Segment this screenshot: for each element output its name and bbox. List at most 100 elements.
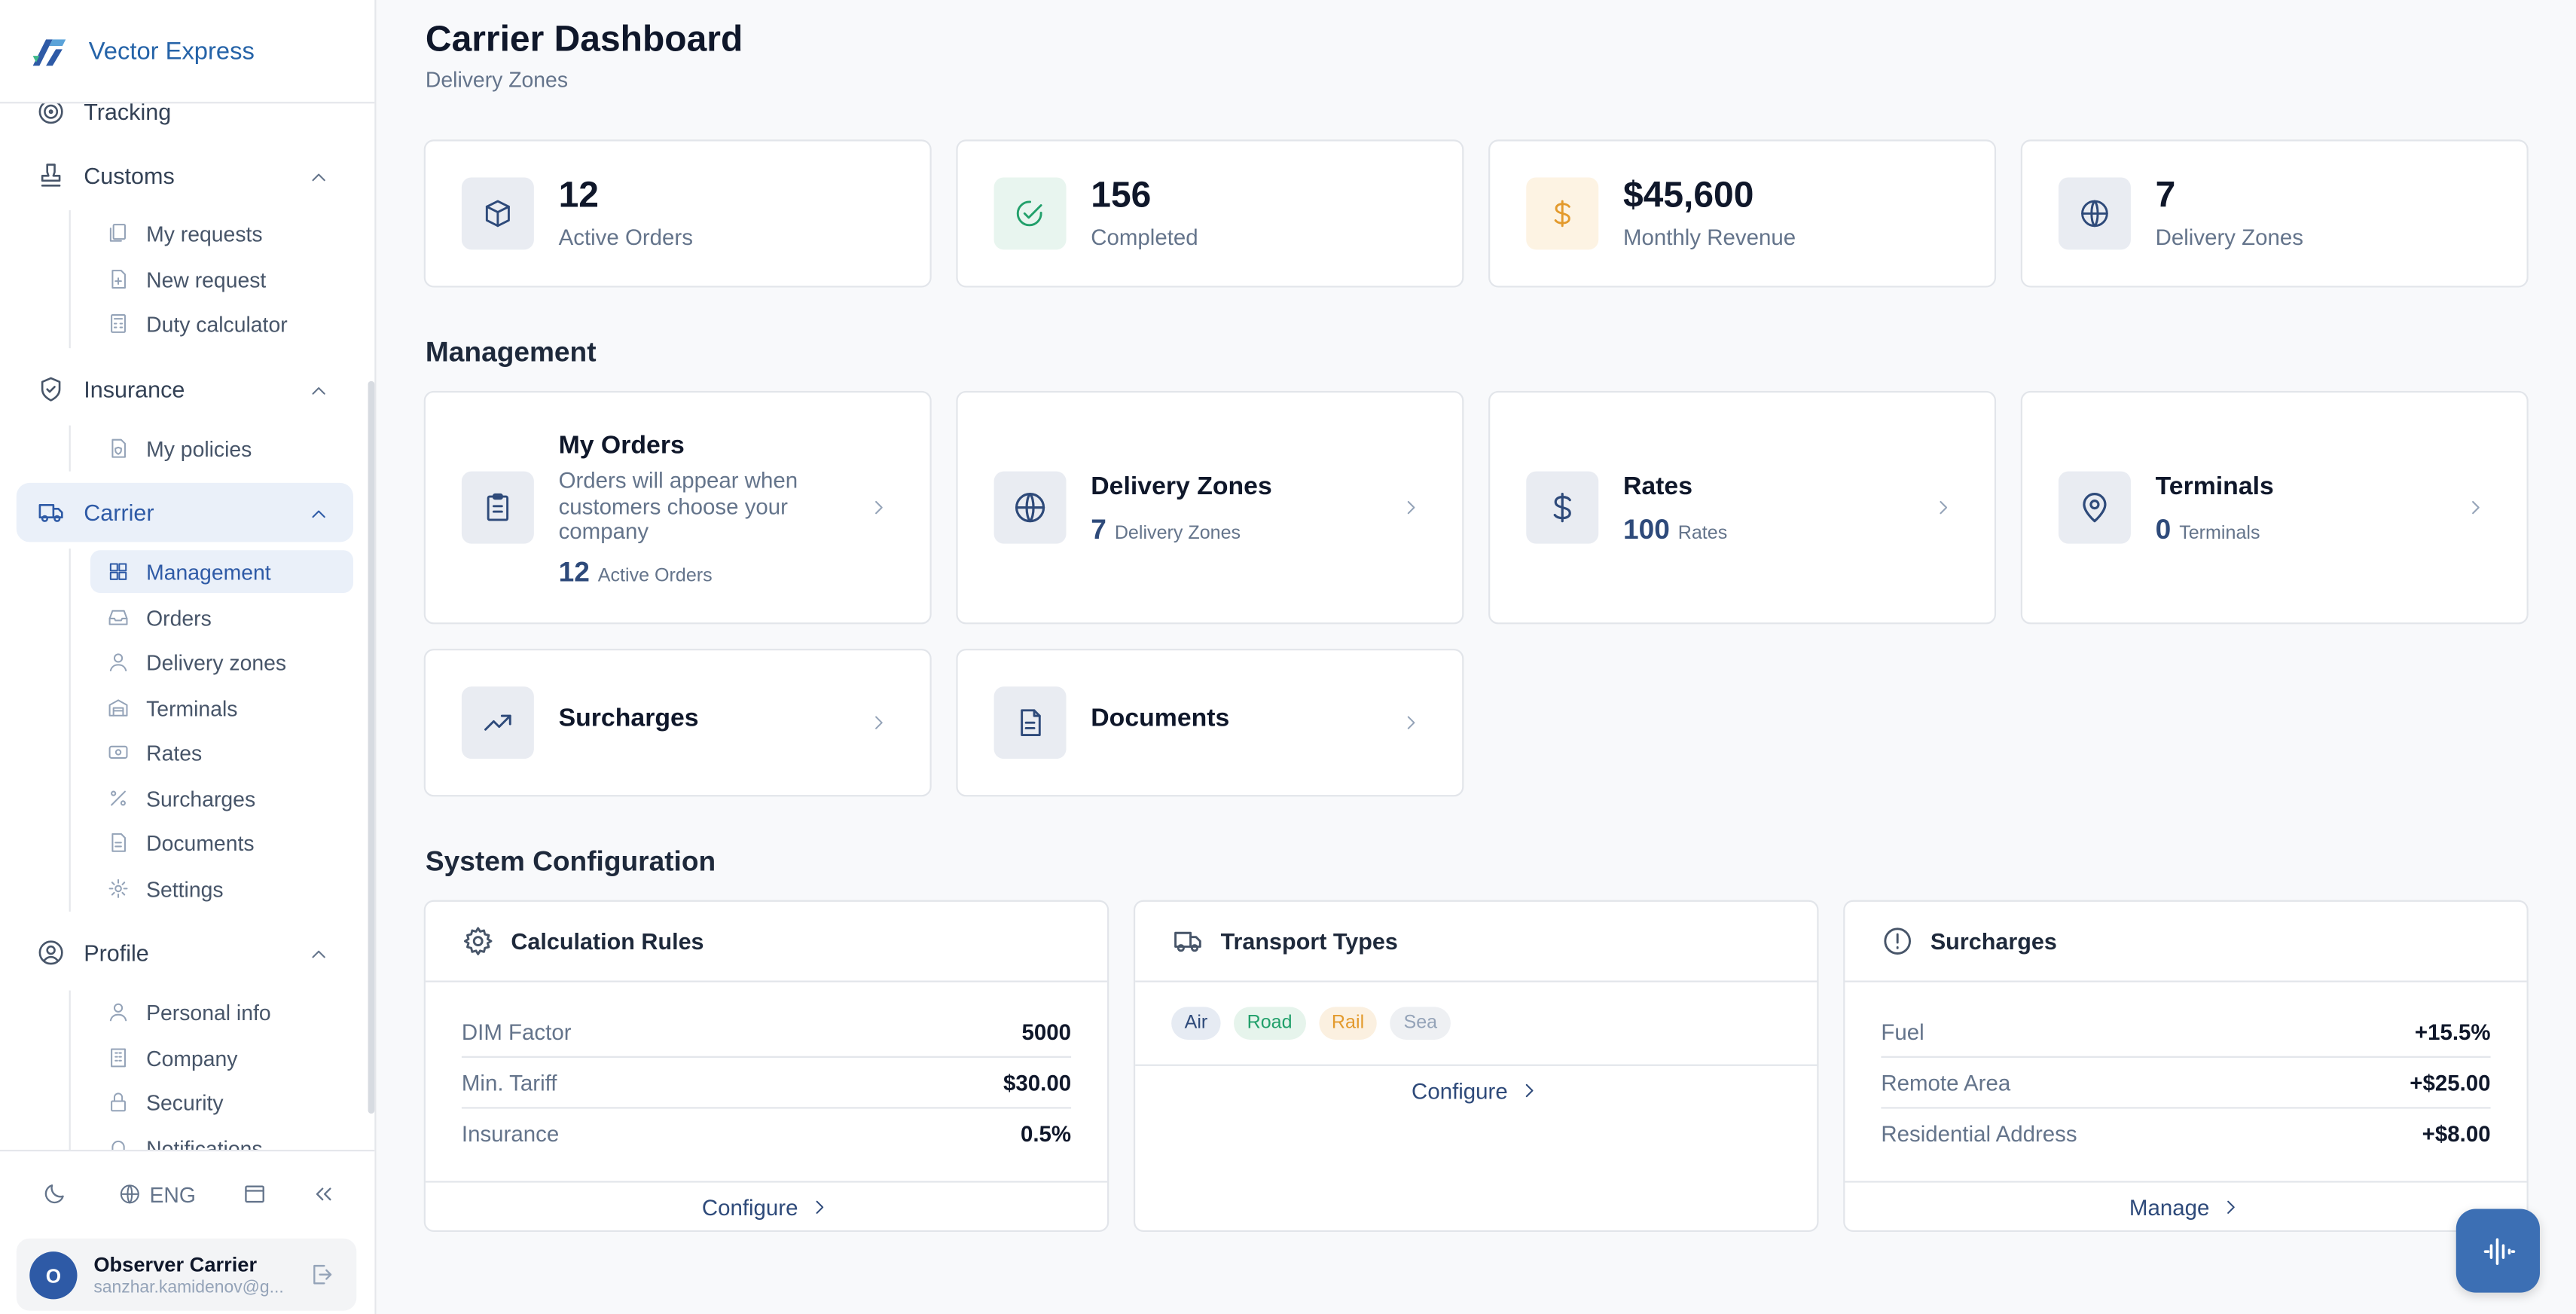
configure-calculation-rules-button[interactable]: Configure [425, 1181, 1108, 1232]
config-card-surcharges: Surcharges Fuel +15.5% Remote Area +$25.00… [1843, 900, 2529, 1232]
configure-transport-types-button[interactable]: Configure [1135, 1064, 1818, 1116]
audio-wave-icon [2483, 1237, 2515, 1264]
config-row-label: Fuel [1881, 1019, 1924, 1044]
nav-duty-calculator[interactable]: Duty calculator [90, 302, 353, 345]
nav-surcharges[interactable]: Surcharges [90, 777, 353, 820]
nav-settings[interactable]: Settings [90, 867, 353, 910]
nav-rates[interactable]: Rates [90, 731, 353, 774]
file-plus-icon [111, 270, 126, 289]
card-terminals[interactable]: Terminals 0 Terminals [2020, 390, 2529, 625]
card-count-label: Delivery Zones [1114, 524, 1241, 544]
building-icon [111, 1048, 126, 1068]
logout-button[interactable] [309, 1261, 335, 1288]
config-row-residential-address: Residential Address +$8.00 [1881, 1109, 2490, 1160]
nav-notifications-label: Notifications [146, 1135, 263, 1151]
calculator-icon [111, 313, 126, 333]
nav-security-label: Security [146, 1089, 224, 1115]
nav-company[interactable]: Company [90, 1037, 353, 1080]
config-row-value: +$25.00 [2410, 1070, 2491, 1095]
collapse-sidebar-button[interactable] [310, 1181, 337, 1207]
tag-sea[interactable]: Sea [1390, 1007, 1451, 1040]
brand[interactable]: Vector Express [0, 0, 375, 104]
nav-divider [69, 549, 71, 912]
chevrons-left-icon [316, 1187, 331, 1201]
nav-delivery-zones-label: Delivery zones [146, 649, 287, 674]
card-documents[interactable]: Documents [956, 649, 1464, 797]
nav-tracking-label: Tracking [84, 103, 172, 125]
user-card[interactable]: O Observer Carrier sanzhar.kamidenov@g..… [16, 1238, 357, 1311]
stat-card-active-orders: 12 Active Orders [423, 139, 932, 288]
card-icon-box [993, 686, 1067, 759]
config-row-value: 5000 [1021, 1019, 1072, 1044]
truck-icon [38, 504, 63, 522]
nav-carrier[interactable]: Carrier [16, 482, 353, 542]
nav-delivery-zones[interactable]: Delivery zones [90, 640, 353, 683]
card-count-value: 12 [558, 557, 590, 588]
chevron-up-icon [312, 950, 325, 958]
nav-my-requests[interactable]: My requests [90, 212, 353, 255]
map-pin-icon [2083, 493, 2107, 523]
manage-label: Manage [2129, 1194, 2210, 1220]
config-row-label: Min. Tariff [461, 1070, 557, 1095]
chevron-right-icon [2227, 1200, 2235, 1214]
manage-surcharges-button[interactable]: Manage [1845, 1181, 2527, 1232]
tag-air[interactable]: Air [1171, 1007, 1221, 1040]
nav-rates-label: Rates [146, 740, 203, 765]
nav-customs[interactable]: Customs [17, 146, 353, 205]
nav-profile[interactable]: Profile [17, 923, 353, 982]
nav-orders[interactable]: Orders [90, 596, 353, 639]
nav-my-policies[interactable]: My policies [90, 427, 353, 470]
card-delivery-zones[interactable]: Delivery Zones 7 Delivery Zones [956, 390, 1464, 625]
language-switcher[interactable]: ENG [118, 1182, 196, 1206]
user-icon [109, 1003, 127, 1022]
user-pin-icon [109, 653, 127, 672]
nav-duty-calculator-label: Duty calculator [146, 311, 288, 336]
truck-icon [1174, 931, 1201, 952]
chevron-right-icon [1407, 716, 1415, 729]
stat-value: $45,600 [1622, 174, 1754, 215]
theme-toggle[interactable] [41, 1181, 68, 1207]
warehouse-icon [108, 699, 128, 717]
nav-documents[interactable]: Documents [90, 821, 353, 864]
transport-tags: Air Road Rail Sea [1171, 1007, 1451, 1040]
voice-assistant-button[interactable] [2455, 1209, 2541, 1293]
card-my-orders[interactable]: My Orders Orders will appear when custom… [423, 390, 932, 625]
card-title: My Orders [558, 432, 685, 460]
card-title: Documents [1091, 704, 1230, 733]
percent-icon [111, 790, 126, 806]
config-card-title: Surcharges [1930, 927, 2057, 955]
nav-surcharges-label: Surcharges [146, 786, 256, 811]
chevron-up-icon [312, 510, 325, 518]
nav-my-requests-label: My requests [146, 221, 263, 246]
nav-new-request[interactable]: New request [90, 258, 353, 301]
sidebar-nav[interactable]: Tracking Customs My requests New request… [0, 103, 374, 1151]
config-row-insurance: Insurance 0.5% [462, 1109, 1071, 1160]
config-row-label: Residential Address [1881, 1121, 2077, 1147]
tag-road[interactable]: Road [1234, 1007, 1306, 1040]
card-count: 12 Active Orders [559, 557, 713, 590]
nav-personal-info[interactable]: Personal info [90, 991, 353, 1034]
config-row-label: Insurance [461, 1121, 560, 1147]
card-count: 100 Rates [1623, 514, 1727, 547]
sidebar-scrollbar[interactable] [368, 380, 375, 1114]
card-rates[interactable]: Rates 100 Rates [1488, 390, 1997, 625]
tag-rail[interactable]: Rail [1318, 1007, 1378, 1040]
config-row-value: 0.5% [1020, 1121, 1072, 1147]
nav-security[interactable]: Security [90, 1080, 353, 1123]
card-icon-box [1526, 471, 1599, 544]
nav-tracking[interactable]: Tracking [17, 103, 353, 141]
nav-management[interactable]: Management [90, 550, 353, 593]
nav-notifications[interactable]: Notifications [90, 1126, 353, 1151]
config-row-value: +15.5% [2414, 1019, 2491, 1044]
nav-terminals[interactable]: Terminals [90, 686, 353, 729]
sidebar: Vector Express Tracking Customs My reque… [0, 0, 377, 1314]
layout-toggle[interactable] [242, 1181, 268, 1207]
section-title-system-configuration: System Configuration [425, 845, 716, 878]
nav-insurance[interactable]: Insurance [17, 359, 353, 418]
card-count-label: Active Orders [597, 567, 713, 587]
logo-icon [32, 39, 66, 66]
target-icon [38, 103, 63, 124]
nav-divider [69, 990, 71, 1151]
card-surcharges[interactable]: Surcharges [423, 649, 932, 797]
stat-label: Active Orders [558, 225, 693, 250]
